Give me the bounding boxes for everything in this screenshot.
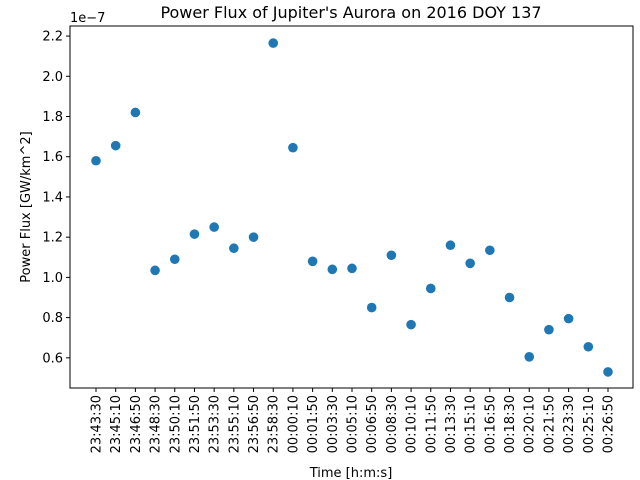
- x-axis-title: Time [h:m:s]: [309, 466, 393, 480]
- x-tick-label: 00:20:10: [523, 395, 538, 453]
- data-point: [248, 232, 259, 242]
- x-tick-label: 00:10:10: [405, 395, 420, 453]
- x-tick-label: 00:23:30: [562, 395, 577, 453]
- x-tick-label: 00:06:50: [365, 395, 380, 453]
- data-point: [268, 38, 279, 48]
- x-tick-label: 00:26:50: [602, 395, 617, 453]
- x-tick-label: 23:58:30: [267, 395, 282, 453]
- x-tick-label: 23:55:10: [227, 395, 242, 453]
- data-point: [229, 243, 239, 254]
- x-tick-label: 23:45:10: [109, 395, 124, 453]
- y-offset-label: 1e−7: [70, 11, 105, 26]
- data-point: [445, 240, 456, 251]
- x-tick-label: 00:21:50: [542, 395, 557, 453]
- data-point: [327, 264, 338, 275]
- x-tick-label: 00:05:10: [346, 395, 361, 453]
- data-point: [524, 352, 535, 362]
- y-axis: 0.6 0.8 1.0 1.2 1.4 1.6 1.8 2.0 2.2: [42, 30, 70, 366]
- data-point: [425, 283, 436, 294]
- x-tick-label: 00:16:50: [483, 395, 498, 453]
- chart-title: Power Flux of Jupiter's Aurora on 2016 D…: [160, 3, 541, 22]
- data-point: [544, 324, 554, 335]
- data-point: [347, 263, 357, 274]
- y-tick-label: 2.0: [42, 70, 63, 85]
- x-axis: 23:43:30 23:45:10 23:46:50 23:48:30 23:50:10…: [90, 388, 617, 453]
- data-point: [485, 245, 495, 256]
- data-point: [366, 302, 377, 313]
- data-point: [406, 319, 416, 330]
- data-point: [169, 254, 180, 265]
- y-tick-label: 1.4: [42, 190, 63, 205]
- data-point: [563, 313, 574, 324]
- data-point: [386, 250, 397, 261]
- y-tick-label: 1.6: [42, 150, 63, 165]
- y-tick-label: 2.2: [42, 30, 63, 45]
- x-tick-label: 00:03:30: [326, 395, 341, 453]
- data-point: [307, 256, 318, 267]
- x-tick-label: 23:51:50: [188, 395, 203, 453]
- x-tick-label: 23:53:30: [208, 395, 223, 453]
- data-point: [465, 258, 475, 269]
- x-tick-label: 00:25:10: [582, 395, 597, 453]
- data-point: [504, 292, 515, 303]
- data-point: [130, 107, 141, 118]
- data-point: [209, 222, 219, 232]
- data-point: [110, 140, 121, 151]
- x-tick-label: 23:56:50: [247, 395, 262, 453]
- x-tick-label: 23:43:30: [90, 395, 105, 453]
- x-tick-label: 00:01:50: [306, 395, 321, 453]
- y-tick-label: 1.8: [42, 110, 63, 125]
- x-tick-label: 00:13:30: [444, 395, 459, 453]
- y-tick-label: 1.0: [42, 271, 63, 286]
- x-tick-label: 00:11:50: [424, 395, 439, 453]
- x-tick-label: 23:48:30: [149, 395, 164, 453]
- x-tick-label: 23:46:50: [129, 395, 144, 453]
- data-point: [91, 155, 101, 166]
- x-tick-label: 23:50:10: [168, 395, 183, 453]
- x-tick-label: 00:18:30: [503, 395, 518, 453]
- data-points: [91, 38, 613, 377]
- data-point: [150, 265, 160, 276]
- y-axis-title: Power Flux [GW/km^2]: [19, 131, 34, 282]
- data-point: [603, 367, 613, 377]
- data-point: [288, 142, 298, 153]
- y-tick-label: 0.6: [42, 351, 63, 366]
- y-tick-label: 1.2: [42, 231, 63, 246]
- x-tick-label: 00:08:30: [385, 395, 400, 453]
- y-tick-label: 0.8: [42, 311, 63, 326]
- data-point: [189, 229, 200, 239]
- data-point: [583, 341, 594, 352]
- x-tick-label: 00:15:10: [464, 395, 479, 453]
- x-tick-label: 00:00:10: [286, 395, 301, 453]
